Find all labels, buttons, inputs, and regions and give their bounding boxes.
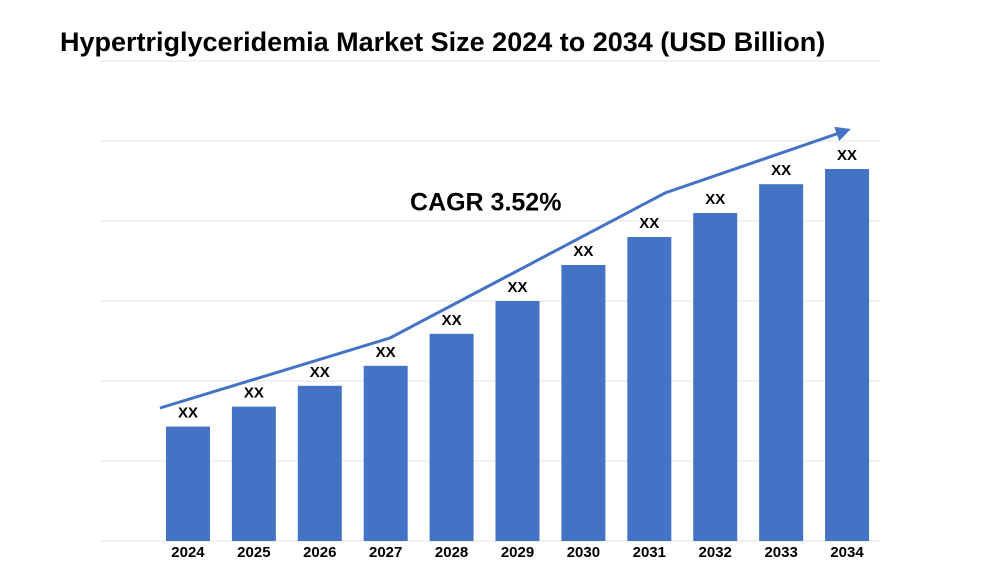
chart-title: Hypertriglyceridemia Market Size 2024 to… — [60, 27, 825, 57]
x-tick-label: 2028 — [435, 544, 468, 561]
data-label: XX — [178, 405, 198, 422]
x-tick-label: 2026 — [303, 544, 336, 561]
bar — [693, 213, 738, 541]
bar — [165, 426, 210, 541]
data-label: XX — [837, 147, 857, 164]
x-tick-label: 2030 — [567, 544, 600, 561]
bar — [297, 385, 342, 541]
bar — [495, 301, 540, 541]
bar — [825, 169, 870, 541]
bar — [231, 406, 276, 541]
data-label: XX — [573, 243, 593, 260]
bar — [627, 237, 672, 541]
data-label: XX — [376, 344, 396, 361]
x-tick-label: 2033 — [764, 544, 797, 561]
trend-arrow — [159, 126, 851, 410]
data-label: XX — [310, 364, 330, 381]
x-tick-label: 2024 — [171, 544, 205, 561]
x-tick-label: 2034 — [830, 544, 864, 561]
x-tick-label: 2027 — [369, 544, 402, 561]
x-tick-label: 2032 — [699, 544, 732, 561]
data-label: XX — [705, 191, 725, 208]
x-tick-label: 2031 — [633, 544, 666, 561]
x-tick-label: 2029 — [501, 544, 534, 561]
data-label: XX — [507, 279, 527, 296]
data-label: XX — [639, 215, 659, 232]
data-label: XX — [244, 385, 264, 402]
cagr-annotation: CAGR 3.52% — [410, 189, 561, 217]
x-tick-label: 2025 — [237, 544, 270, 561]
data-label: XX — [442, 312, 462, 329]
bar — [429, 333, 474, 541]
bar — [561, 265, 606, 541]
bar — [759, 184, 804, 541]
data-label: XX — [771, 162, 791, 179]
bar — [363, 365, 408, 541]
